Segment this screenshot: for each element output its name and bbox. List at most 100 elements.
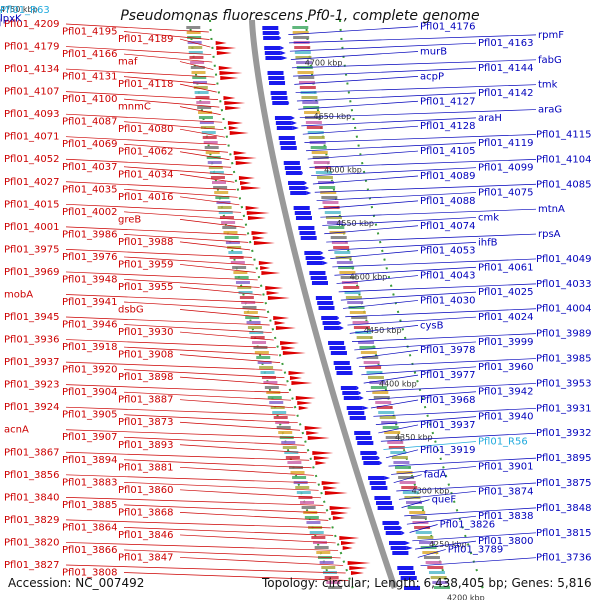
- right-leader-line: [304, 134, 537, 143]
- reverse-gene: [292, 126, 299, 130]
- forward-gene: [245, 206, 260, 210]
- category-stripe: [241, 301, 256, 304]
- right-gene-label-text: Pfl01_3953: [536, 378, 592, 389]
- category-stripe: [245, 316, 260, 319]
- forward-gene: [260, 266, 271, 270]
- left-leader-line: [123, 31, 210, 40]
- left-leader-line: [65, 203, 242, 213]
- forward-gene: [225, 106, 242, 110]
- right-gene-label: Pfl01_4089: [312, 171, 476, 185]
- right-gene-label-text: Pfl01_3736: [536, 553, 592, 564]
- category-stripe: [308, 136, 325, 139]
- right-leader-line: [373, 407, 537, 417]
- forward-gene: [349, 566, 368, 570]
- category-stripe: [375, 401, 392, 404]
- category-stripe: [199, 121, 214, 124]
- category-stripe: [201, 131, 216, 134]
- left-gene-label: Pfl01_4118: [118, 79, 217, 93]
- kbp-tick-label: 4350 kbp: [395, 433, 433, 442]
- reverse-gene-body: [272, 101, 289, 105]
- left-gene-label: Pfl01_4002: [62, 207, 243, 221]
- reverse-gene: [376, 451, 378, 455]
- left-gene-label: Pfl01_3883: [62, 477, 319, 491]
- category-stripe: [275, 421, 290, 424]
- left-gene-label: Pfl01_4107: [4, 87, 219, 100]
- category-stripe: [432, 581, 449, 584]
- reverse-gene-body: [293, 206, 310, 210]
- reverse-gene-body: [275, 121, 292, 125]
- left-gene-label-text: Pfl01_3907: [62, 432, 118, 443]
- right-leader-line: [368, 391, 477, 401]
- left-gene-label: Pfl01_3827: [4, 560, 346, 574]
- left-gene-label: Pfl01_3937: [4, 357, 283, 371]
- category-stripe: [326, 581, 341, 584]
- right-leader-line: [388, 457, 537, 467]
- category-stripe: [427, 566, 444, 569]
- right-gene-label: mtnA: [320, 204, 565, 218]
- right-gene-label: Pfl01_3960: [361, 362, 534, 376]
- right-gene-label-text: tmk: [538, 80, 558, 91]
- category-stripe: [311, 536, 326, 539]
- category-stripe: [422, 551, 439, 554]
- category-stripe: [425, 561, 442, 564]
- right-leader-line: [380, 432, 537, 442]
- left-gene-label: Pfl01_4087: [62, 117, 224, 131]
- left-leader-line: [179, 286, 262, 296]
- category-stripe: [193, 81, 208, 84]
- left-gene-label-text: Pfl01_3976: [62, 252, 118, 263]
- reverse-gene: [358, 391, 362, 395]
- forward-gene: [273, 316, 290, 320]
- reverse-gene-body: [398, 571, 415, 575]
- forward-gene: [329, 506, 352, 510]
- right-gene-label: Pfl01_3789: [417, 544, 503, 558]
- right-gene-label: Pfl01_3989: [351, 329, 592, 342]
- category-stripe: [388, 446, 405, 449]
- category-stripe: [302, 101, 319, 104]
- left-leader-line: [123, 121, 224, 131]
- category-stripe: [219, 216, 234, 219]
- right-gene-label-text: Pfl01_4053: [420, 246, 476, 257]
- right-leader-line: [332, 258, 537, 268]
- right-gene-label-text: rpsA: [538, 229, 561, 240]
- forward-gene: [265, 286, 284, 290]
- right-leader-line: [361, 366, 477, 376]
- right-gene-label-text: lpxK: [0, 13, 22, 24]
- right-leader-line: [328, 242, 477, 251]
- category-stripe: [294, 46, 311, 49]
- category-stripe: [287, 461, 302, 464]
- left-leader-line: [65, 91, 219, 100]
- reverse-gene-body: [400, 576, 417, 580]
- category-stripe: [261, 376, 276, 379]
- category-stripe: [190, 66, 205, 69]
- right-gene-label: Pfl01_3931: [373, 403, 592, 417]
- category-stripe: [353, 326, 370, 329]
- category-stripe: [228, 251, 243, 254]
- category-stripe: [282, 446, 297, 449]
- category-stripe: [249, 331, 264, 334]
- forward-gene: [241, 186, 262, 190]
- reverse-gene: [281, 56, 288, 60]
- right-gene-label-text: Pfl01_4004: [536, 304, 592, 315]
- left-leader-line: [123, 572, 349, 581]
- right-gene-label: Pfl01_3815: [412, 528, 592, 542]
- backbone-curve: [249, 19, 398, 589]
- right-leader-line: [401, 499, 430, 508]
- reverse-gene-body: [309, 271, 326, 275]
- category-stripe: [260, 371, 275, 374]
- reverse-gene-body: [336, 371, 353, 375]
- category-stripe: [253, 346, 268, 349]
- right-leader-line: [343, 300, 419, 309]
- category-stripe: [254, 351, 269, 354]
- category-stripe: [208, 166, 223, 169]
- left-gene-label-text: Pfl01_4087: [62, 117, 118, 128]
- left-gene-label-text: Pfl01_3808: [62, 567, 118, 578]
- reverse-gene: [288, 101, 290, 105]
- left-gene-label: Pfl01_3941: [62, 297, 266, 311]
- genome-summary-text: Topology: circular; Length: 6,438,405 bp…: [262, 576, 592, 590]
- left-gene-label: Pfl01_4062: [118, 147, 230, 161]
- category-stripe: [334, 251, 351, 254]
- left-leader-line: [179, 309, 268, 318]
- forward-gene: [295, 396, 316, 400]
- right-gene-label-text: araH: [478, 113, 502, 124]
- category-stripe: [267, 396, 282, 399]
